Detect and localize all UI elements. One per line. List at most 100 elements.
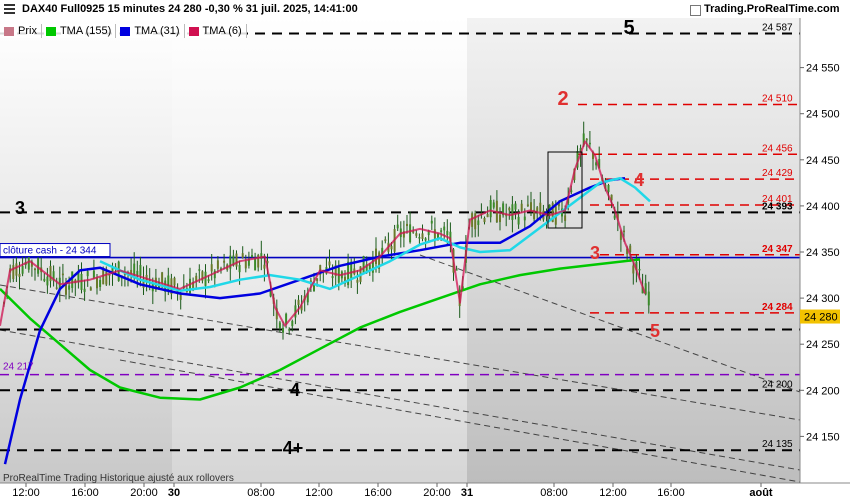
wave-label: 3 [590,243,600,263]
legend-item[interactable]: TMA (155) [42,24,117,38]
candle-body [235,253,238,267]
candle-body [251,255,253,257]
candle-body [257,254,260,268]
candle-body [378,252,381,269]
candle-body [288,329,291,331]
candle-body [424,238,427,241]
candle-body [192,281,195,289]
candle-body [421,233,424,240]
candle-body [254,258,257,271]
y-tick-label: 24 200 [806,385,840,397]
candle-body [27,250,30,270]
candle-body [585,138,588,141]
candle-body [65,282,67,295]
candle-body [68,285,71,290]
candle-body [49,266,52,282]
x-tick-label: août [749,487,773,499]
candle-body [526,204,529,206]
candle-body [511,204,514,220]
legend-swatch [45,26,56,36]
candle-body [61,273,64,276]
candle-body [533,209,536,220]
candle-body [344,276,346,284]
y-tick-label: 24 400 [806,201,840,213]
candle-body [77,272,80,283]
candle-body [644,283,647,295]
candle-body [223,260,226,263]
trend-line [419,254,801,393]
candle-body [409,224,412,243]
candle-body [309,280,312,283]
candle-body [179,292,182,300]
candle-body [371,259,374,273]
x-tick-label: 16:00 [71,487,99,499]
plot-background [0,18,800,483]
legend-swatch [4,26,14,36]
candle-body [396,224,399,229]
legend-label: TMA (31) [134,25,180,37]
candle-body [161,272,164,284]
x-tick-label: 16:00 [657,487,685,499]
legend-item[interactable]: Prix [0,24,42,38]
x-tick-label: 12:00 [599,487,627,499]
candle-body [52,271,55,281]
candle-body [368,264,371,270]
wave-label: 4+ [283,438,304,458]
candle-body [334,265,337,277]
candle-body [610,194,613,201]
x-tick-label: 08:00 [540,487,568,499]
candle-body [356,279,359,283]
x-tick-label: 16:00 [364,487,392,499]
candle-body [207,279,210,282]
x-tick-label: 30 [168,487,180,499]
candle-body [350,261,353,279]
x-tick-label: 31 [461,487,473,499]
y-tick-label: 24 450 [806,155,840,167]
candle-body [499,214,501,223]
candle-body [638,268,641,271]
candle-body [520,203,523,211]
last-price-tag [800,309,840,324]
candle-body [517,216,520,225]
menu-icon[interactable] [4,4,15,14]
candle-body [406,223,408,227]
candle-body [34,268,36,271]
candle-body [514,203,517,210]
tma-6-line [0,140,646,327]
wave-label: 4 [634,170,644,190]
candle-body [83,288,86,292]
level-label: 24 217 [3,362,34,373]
candle-body [570,190,573,192]
candle-body [362,255,365,273]
legend-item[interactable]: TMA (6) [185,24,247,38]
candle-body [111,267,114,274]
candle-body [635,262,638,271]
level-label: 24 401 [762,194,793,205]
candle-body [238,264,241,273]
last-price-label: 24 280 [804,312,838,324]
candle-body [130,269,133,274]
legend-item[interactable]: TMA (31) [116,24,185,38]
candle-body [471,213,474,227]
level-label: 24 587 [762,22,793,33]
candle-body [623,230,625,233]
candle-body [55,287,58,289]
candle-body [244,261,247,269]
candle-body [582,133,585,146]
candle-body [632,265,635,274]
candle-body [365,264,368,273]
candle-body [136,270,139,276]
candle-body [201,271,204,281]
candle-body [316,278,319,281]
candle-body [297,299,300,306]
candle-body [15,263,18,276]
candle-body [123,273,126,275]
candle-body [173,277,176,286]
candle-body [86,271,89,277]
candle-body [189,278,191,294]
window-box-icon[interactable] [690,5,701,16]
candle-body [437,233,439,240]
candle-body [390,246,393,250]
candle-body [142,279,145,288]
